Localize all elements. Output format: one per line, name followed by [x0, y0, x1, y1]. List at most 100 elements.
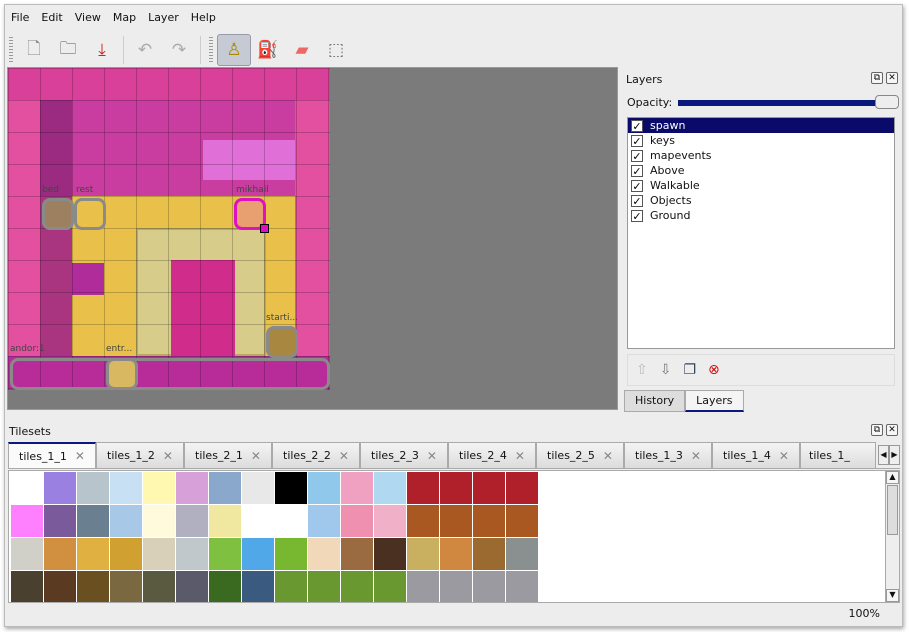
opacity-slider[interactable]: [678, 94, 899, 109]
visibility-checkbox[interactable]: ✓: [631, 134, 643, 148]
map-object-mikhail[interactable]: [234, 198, 266, 230]
tileset-tile[interactable]: [374, 472, 406, 504]
tileset-tile[interactable]: [77, 538, 109, 570]
map-canvas[interactable]: bed rest mikhail starti... andor:1 entr.…: [7, 67, 618, 410]
tab-tiles_1_2[interactable]: tiles_1_2 ✕: [96, 442, 184, 468]
scroll-up-icon[interactable]: ▲: [886, 471, 899, 484]
tileset-tile[interactable]: [242, 472, 274, 504]
move-layer-down-icon[interactable]: ⇩: [659, 362, 672, 378]
tileset-tile[interactable]: [275, 472, 307, 504]
close-tab-icon[interactable]: ✕: [602, 448, 613, 463]
close-tab-icon[interactable]: ✕: [162, 448, 173, 463]
close-tab-icon[interactable]: ✕: [514, 448, 525, 463]
tileset-tile[interactable]: [473, 571, 505, 602]
undo-button[interactable]: ↶: [128, 34, 162, 66]
menu-map[interactable]: Map: [112, 11, 137, 24]
tileset-tile[interactable]: [110, 472, 142, 504]
tileset-tile[interactable]: [473, 505, 505, 537]
tileset-tile[interactable]: [44, 571, 76, 602]
tileset-tile[interactable]: [374, 505, 406, 537]
tileset-tile[interactable]: [341, 505, 373, 537]
map-object-entrance[interactable]: [106, 358, 138, 390]
tileset-tile[interactable]: [440, 472, 472, 504]
close-tab-icon[interactable]: ✕: [74, 449, 85, 463]
tab-history[interactable]: History: [624, 390, 686, 412]
slider-handle[interactable]: [875, 94, 899, 109]
tileset-tile[interactable]: [308, 505, 340, 537]
menu-edit[interactable]: Edit: [41, 11, 63, 24]
tileset-tile[interactable]: [242, 538, 274, 570]
visibility-checkbox[interactable]: ✓: [631, 194, 643, 208]
tileset-tile[interactable]: [209, 571, 241, 602]
close-icon[interactable]: ✕: [886, 424, 898, 436]
tileset-tile[interactable]: [11, 538, 43, 570]
tileset-tile[interactable]: [374, 571, 406, 602]
map-object-start[interactable]: [266, 326, 298, 358]
layer-item[interactable]: ✓ Ground: [628, 208, 894, 223]
tileset-tile[interactable]: [143, 571, 175, 602]
menu-help[interactable]: Help: [190, 11, 216, 24]
tileset-tile[interactable]: [308, 571, 340, 602]
tileset-tile[interactable]: [341, 538, 373, 570]
tileset-tile[interactable]: [44, 505, 76, 537]
visibility-checkbox[interactable]: ✓: [631, 164, 643, 178]
tileset-tile[interactable]: [308, 538, 340, 570]
tileset-tile[interactable]: [209, 538, 241, 570]
tileset-tile[interactable]: [44, 538, 76, 570]
tileset-tile[interactable]: [11, 505, 43, 537]
tileset-tile[interactable]: [209, 472, 241, 504]
redo-button[interactable]: ↷: [162, 34, 196, 66]
tileset-tile[interactable]: [176, 505, 208, 537]
tileset-tile[interactable]: [473, 472, 505, 504]
scroll-left-icon[interactable]: ◀: [878, 445, 889, 465]
tab-tiles_1_3[interactable]: tiles_1_3 ✕: [624, 442, 712, 468]
tileset-tile[interactable]: [176, 538, 208, 570]
resize-handle[interactable]: [260, 224, 269, 233]
tileset-tile[interactable]: [473, 538, 505, 570]
tileset-tile[interactable]: [440, 571, 472, 602]
tab-tiles_1_1[interactable]: tiles_1_1 ✕: [8, 442, 96, 468]
map-object-bed[interactable]: [42, 198, 74, 230]
tileset-tile[interactable]: [77, 571, 109, 602]
tileset-tile[interactable]: [506, 538, 538, 570]
tileset-tile[interactable]: [209, 505, 241, 537]
delete-layer-icon[interactable]: ⊗: [708, 362, 720, 378]
tileset-tile[interactable]: [110, 505, 142, 537]
tileset-palette[interactable]: ▲ ▼: [8, 470, 900, 603]
tileset-tile[interactable]: [440, 505, 472, 537]
layer-item[interactable]: ✓ Objects: [628, 193, 894, 208]
tileset-tile[interactable]: [341, 571, 373, 602]
toolbar-grip[interactable]: [9, 37, 13, 63]
tileset-tile[interactable]: [11, 571, 43, 602]
tileset-tile[interactable]: [44, 472, 76, 504]
move-layer-up-icon[interactable]: ⇧: [636, 362, 648, 378]
toolbar-grip[interactable]: [209, 37, 213, 63]
tileset-tile[interactable]: [407, 472, 439, 504]
tileset-tile[interactable]: [506, 472, 538, 504]
rectangle-select-button[interactable]: ⬚: [319, 34, 353, 66]
tileset-tile[interactable]: [506, 505, 538, 537]
tileset-tile[interactable]: [407, 571, 439, 602]
tileset-tile[interactable]: [308, 472, 340, 504]
tileset-tile[interactable]: [407, 505, 439, 537]
visibility-checkbox[interactable]: ✓: [631, 119, 643, 133]
tileset-tile[interactable]: [176, 472, 208, 504]
layer-item[interactable]: ✓ mapevents: [628, 148, 894, 163]
tileset-tile[interactable]: [77, 472, 109, 504]
vertical-scrollbar[interactable]: ▲ ▼: [885, 471, 899, 602]
layer-item[interactable]: ✓ Above: [628, 163, 894, 178]
save-button[interactable]: ⤓: [85, 34, 119, 66]
tileset-tile[interactable]: [143, 538, 175, 570]
layer-item[interactable]: ✓ Walkable: [628, 178, 894, 193]
tileset-tile[interactable]: [341, 472, 373, 504]
tileset-tile[interactable]: [275, 505, 307, 537]
tileset-tile[interactable]: [242, 505, 274, 537]
tileset-tile[interactable]: [110, 538, 142, 570]
tileset-tile[interactable]: [374, 538, 406, 570]
stamp-brush-button[interactable]: ♙: [217, 34, 251, 66]
duplicate-layer-icon[interactable]: ❐: [683, 362, 697, 378]
tab-layers[interactable]: Layers: [685, 390, 744, 412]
float-icon[interactable]: ⧉: [871, 72, 883, 84]
menu-view[interactable]: View: [74, 11, 101, 24]
eraser-button[interactable]: ▰: [285, 34, 319, 66]
